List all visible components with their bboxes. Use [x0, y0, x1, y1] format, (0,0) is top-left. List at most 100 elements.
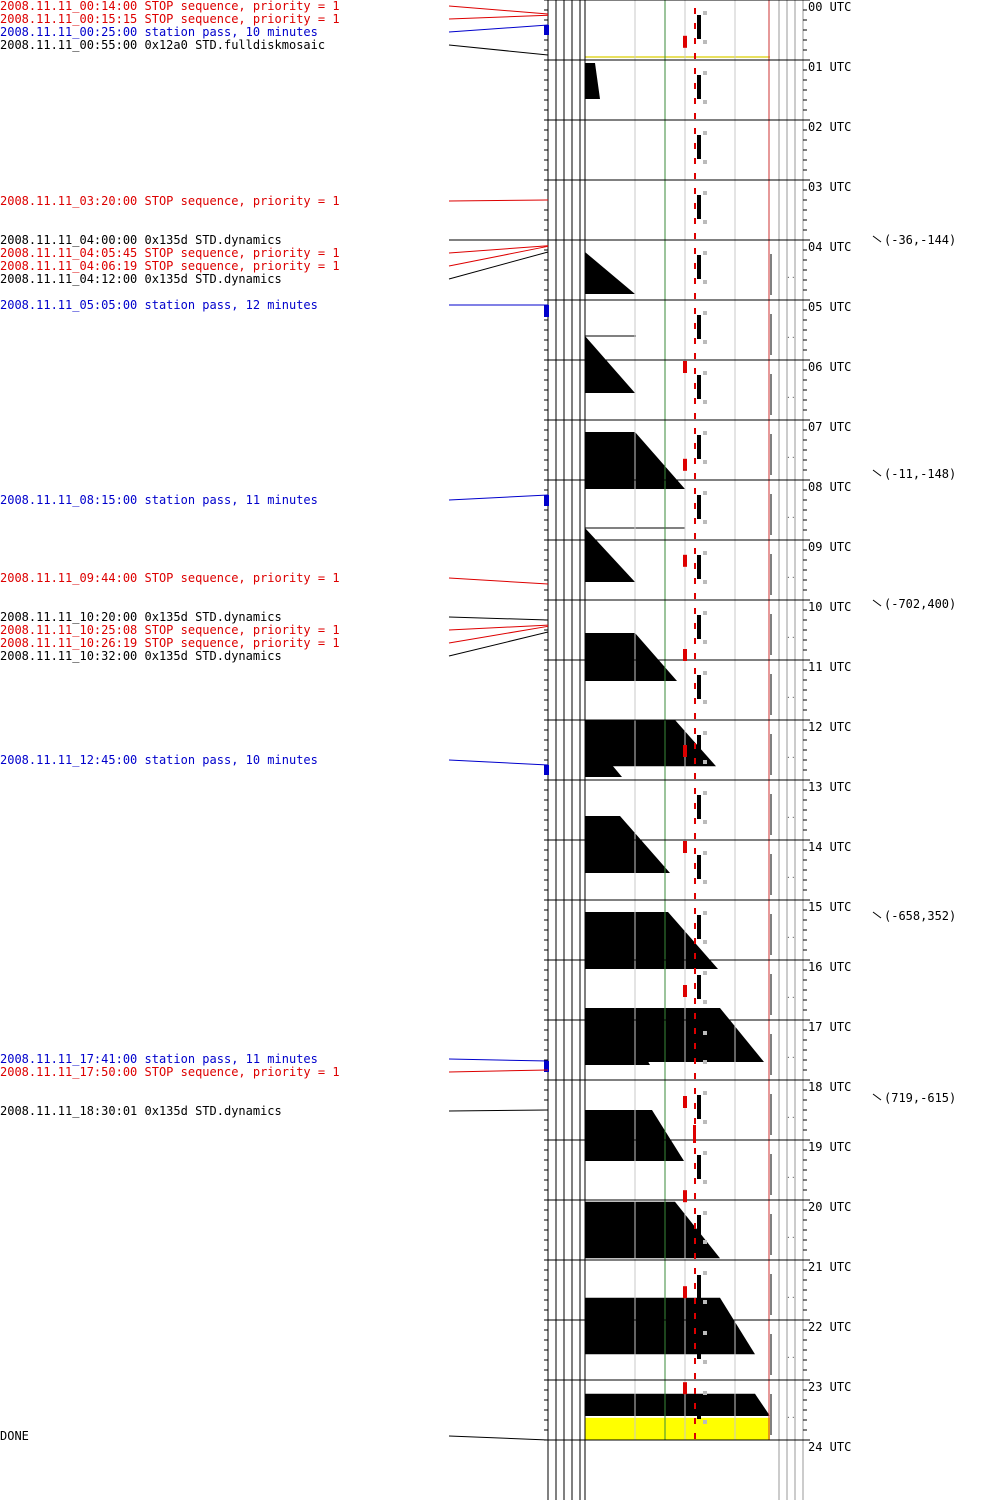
- sequence-fill-shape: [585, 633, 677, 681]
- red-block: [683, 1382, 687, 1395]
- red-dash: [694, 143, 696, 149]
- black-mark: [697, 255, 701, 279]
- right-dots: ..: [786, 871, 796, 880]
- pointing-label: (-658,352): [884, 909, 956, 923]
- red-dash: [694, 668, 696, 674]
- pointing-label: (-702,400): [884, 597, 956, 611]
- event-label: 2008.11.11_03:20:00 STOP sequence, prior…: [0, 194, 340, 208]
- black-mark: [697, 1215, 701, 1239]
- red-dash: [694, 938, 696, 944]
- event-connector: [448, 494, 549, 501]
- red-dash: [694, 128, 696, 134]
- red-dash: [694, 1178, 696, 1184]
- black-mark: [697, 75, 701, 99]
- event-connector: [448, 5, 549, 15]
- hour-label: 10 UTC: [808, 600, 851, 614]
- event-label: 2008.11.11_04:06:19 STOP sequence, prior…: [0, 259, 340, 273]
- gray-mark: [703, 760, 707, 764]
- red-dash: [694, 98, 696, 104]
- sequence-fill-shape: [585, 336, 635, 393]
- hour-label: 08 UTC: [808, 480, 851, 494]
- black-mark: [697, 1035, 701, 1059]
- black-mark: [697, 1395, 701, 1419]
- event-connector: [448, 44, 549, 56]
- event-label: 2008.11.11_00:15:15 STOP sequence, prior…: [0, 12, 340, 26]
- gray-mark: [703, 1031, 707, 1035]
- event-label: 2008.11.11_17:50:00 STOP sequence, prior…: [0, 1065, 340, 1079]
- sequence-fill-shape: [585, 528, 635, 582]
- hour-label: 14 UTC: [808, 840, 851, 854]
- red-block: [683, 1190, 687, 1203]
- red-dash: [694, 368, 696, 374]
- red-dash: [694, 443, 696, 449]
- gray-mark: [703, 1360, 707, 1364]
- event-connector: [448, 624, 549, 631]
- gray-mark: [703, 400, 707, 404]
- hour-label: 03 UTC: [808, 180, 851, 194]
- hour-label: 07 UTC: [808, 420, 851, 434]
- gray-mark: [703, 371, 707, 375]
- gray-mark: [703, 1240, 707, 1244]
- red-dash: [694, 1088, 696, 1094]
- event-label: 2008.11.11_05:05:00 station pass, 12 min…: [0, 298, 318, 312]
- red-dash: [694, 1283, 696, 1289]
- black-mark: [697, 375, 701, 399]
- red-dash: [694, 1013, 696, 1019]
- red-dash: [694, 758, 696, 764]
- gray-mark: [703, 340, 707, 344]
- gray-mark: [703, 791, 707, 795]
- red-dash: [694, 713, 696, 719]
- right-dots: ..: [786, 991, 796, 1000]
- gray-mark: [703, 880, 707, 884]
- red-dash: [694, 623, 696, 629]
- right-dots: ..: [786, 1411, 796, 1420]
- sequence-fill-shape: [585, 1201, 720, 1259]
- red-dash: [694, 1043, 696, 1049]
- gray-mark: [703, 820, 707, 824]
- red-dash: [694, 878, 696, 884]
- red-dash: [694, 1028, 696, 1034]
- red-dash: [694, 968, 696, 974]
- pointing-tick: [872, 235, 882, 243]
- gray-mark: [703, 971, 707, 975]
- right-dots: ..: [786, 451, 796, 460]
- red-dash: [694, 413, 696, 419]
- station-pass-bar: [544, 765, 549, 775]
- right-dots: ..: [786, 1231, 796, 1240]
- gray-mark: [703, 71, 707, 75]
- station-pass-bar: [544, 1061, 549, 1072]
- red-dash: [694, 1148, 696, 1154]
- gray-mark: [703, 1391, 707, 1395]
- red-dash: [694, 1118, 696, 1124]
- gray-mark: [703, 160, 707, 164]
- red-dash: [694, 308, 696, 314]
- event-label: 2008.11.11_04:05:45 STOP sequence, prior…: [0, 246, 340, 260]
- event-connector: [448, 1435, 549, 1441]
- sequence-fill-shape: [585, 1393, 770, 1416]
- event-label: 2008.11.11_10:20:00 0x135d STD.dynamics: [0, 610, 282, 624]
- red-dash: [694, 158, 696, 164]
- red-dash: [694, 833, 696, 839]
- gray-mark: [703, 131, 707, 135]
- event-connector: [448, 245, 549, 254]
- red-dash: [694, 1328, 696, 1334]
- red-dash: [694, 23, 696, 29]
- red-dash: [694, 893, 696, 899]
- right-dots: ..: [786, 1291, 796, 1300]
- gray-mark: [703, 11, 707, 15]
- event-connector: [448, 1058, 549, 1062]
- hour-label: 13 UTC: [808, 780, 851, 794]
- red-dash: [694, 848, 696, 854]
- gray-mark: [703, 1300, 707, 1304]
- gray-mark: [703, 1091, 707, 1095]
- hour-axis: 00 UTC 01 UTC 02 UTC 03 UTC 04 UTC 05 UTC 06 U…: [808, 0, 851, 1454]
- hour-label: 04 UTC: [808, 240, 851, 254]
- hour-label: 16 UTC: [808, 960, 851, 974]
- red-dash: [694, 818, 696, 824]
- gray-mark: [703, 611, 707, 615]
- gray-mark: [703, 431, 707, 435]
- gray-mark: [703, 251, 707, 255]
- gray-mark: [703, 1211, 707, 1215]
- gray-mark: [703, 640, 707, 644]
